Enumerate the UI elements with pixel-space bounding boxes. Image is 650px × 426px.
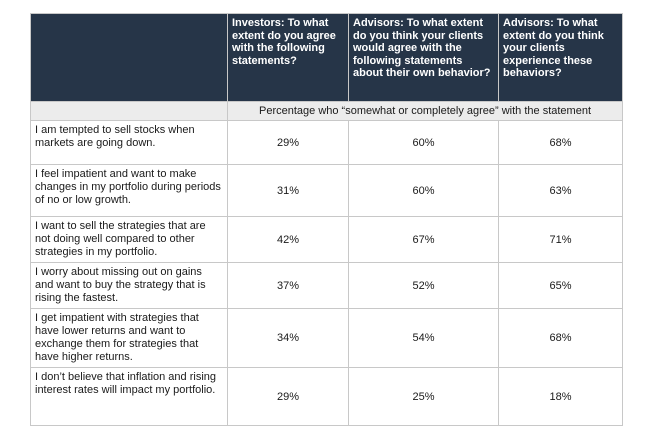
subheader-row: Percentage who “somewhat or completely a…: [30, 101, 623, 121]
advisors-experience-value: 68%: [498, 120, 623, 165]
advisors-experience-value: 71%: [498, 216, 623, 263]
table-row: I feel impatient and want to make change…: [30, 164, 623, 217]
statement-cell: I get impatient with strategies that hav…: [30, 308, 228, 368]
investors-value: 29%: [227, 120, 349, 165]
survey-table: Investors: To what extent do you agree w…: [30, 13, 623, 426]
subheader-empty-cell: [30, 101, 228, 121]
advisors-experience-value: 18%: [498, 367, 623, 426]
investors-value: 29%: [227, 367, 349, 426]
advisors-agree-value: 54%: [348, 308, 499, 368]
advisors-agree-value: 25%: [348, 367, 499, 426]
subheader-label: Percentage who “somewhat or completely a…: [227, 101, 623, 121]
statement-cell: I feel impatient and want to make change…: [30, 164, 228, 217]
header-cell-advisors-agree: Advisors: To what extent do you think yo…: [348, 13, 499, 102]
table-row: I get impatient with strategies that hav…: [30, 308, 623, 368]
advisors-agree-value: 52%: [348, 262, 499, 309]
statement-cell: I am tempted to sell stocks when markets…: [30, 120, 228, 165]
table-row: I am tempted to sell stocks when markets…: [30, 120, 623, 165]
statement-cell: I don’t believe that inflation and risin…: [30, 367, 228, 426]
statement-cell: I want to sell the strategies that are n…: [30, 216, 228, 263]
table-row: I worry about missing out on gains and w…: [30, 262, 623, 309]
header-cell-blank: [30, 13, 228, 102]
table-header-row: Investors: To what extent do you agree w…: [30, 13, 623, 102]
advisors-agree-value: 67%: [348, 216, 499, 263]
statement-cell: I worry about missing out on gains and w…: [30, 262, 228, 309]
investors-value: 42%: [227, 216, 349, 263]
table-row: I want to sell the strategies that are n…: [30, 216, 623, 263]
advisors-experience-value: 68%: [498, 308, 623, 368]
investors-value: 37%: [227, 262, 349, 309]
table-row: I don’t believe that inflation and risin…: [30, 367, 623, 426]
advisors-experience-value: 63%: [498, 164, 623, 217]
survey-table-container: Investors: To what extent do you agree w…: [30, 13, 623, 426]
advisors-experience-value: 65%: [498, 262, 623, 309]
investors-value: 31%: [227, 164, 349, 217]
header-cell-investors: Investors: To what extent do you agree w…: [227, 13, 349, 102]
advisors-agree-value: 60%: [348, 120, 499, 165]
advisors-agree-value: 60%: [348, 164, 499, 217]
investors-value: 34%: [227, 308, 349, 368]
header-cell-advisors-experience: Advisors: To what extent do you think yo…: [498, 13, 623, 102]
